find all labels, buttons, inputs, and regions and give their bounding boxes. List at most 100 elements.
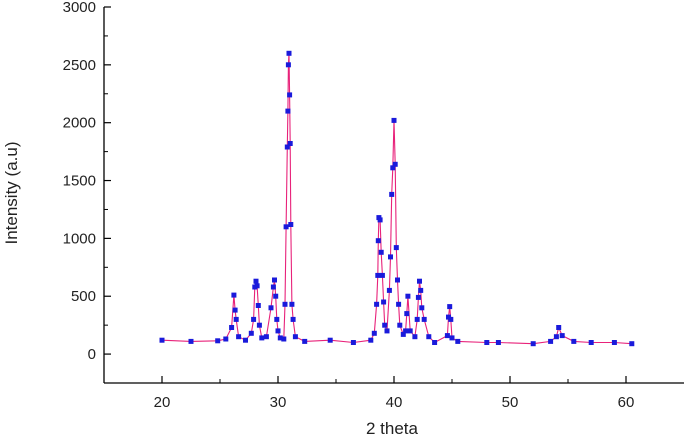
data-point	[272, 277, 277, 283]
y-tick-label: 3000	[63, 0, 96, 16]
data-point	[259, 335, 265, 341]
data-point	[449, 335, 455, 341]
data-point	[377, 217, 383, 223]
data-point	[559, 333, 565, 339]
data-point	[281, 336, 287, 342]
data-point	[285, 108, 291, 114]
data-point	[378, 249, 384, 255]
data-point	[283, 224, 289, 230]
data-point	[484, 340, 490, 345]
data-point	[282, 301, 288, 307]
data-point	[188, 338, 194, 344]
data-point	[389, 191, 395, 197]
data-point	[405, 293, 411, 299]
data-point	[368, 337, 374, 343]
data-point	[611, 340, 617, 345]
data-point	[233, 316, 239, 322]
data-point	[556, 325, 562, 330]
y-tick-label: 2000	[63, 115, 96, 132]
data-point	[277, 335, 283, 341]
data-point	[251, 316, 257, 322]
data-point	[448, 316, 454, 322]
data-point	[447, 304, 453, 310]
x-tick-label: 40	[386, 394, 403, 411]
data-point	[256, 322, 262, 328]
data-point	[396, 301, 402, 307]
x-tick-label: 30	[270, 394, 287, 411]
y-tick-label: 1000	[63, 230, 96, 247]
data-point	[588, 340, 594, 345]
data-point	[289, 301, 295, 307]
data-point	[382, 322, 388, 328]
data-point	[392, 161, 398, 167]
data-point	[255, 303, 261, 308]
x-tick-label: 60	[618, 394, 635, 411]
x-tick-label: 20	[154, 394, 171, 411]
data-point	[287, 141, 293, 146]
x-axis-ticks: 20 30 40 50 60	[154, 376, 635, 411]
y-tick-label: 2500	[63, 57, 96, 74]
data-point	[270, 284, 276, 290]
data-point	[274, 316, 280, 322]
x-axis-title: 2 theta	[366, 419, 419, 438]
data-point	[426, 334, 432, 340]
data-point	[375, 238, 381, 244]
data-point	[254, 283, 260, 289]
data-point	[419, 305, 425, 311]
data-point	[418, 287, 424, 293]
data-point	[248, 330, 254, 336]
data-point	[243, 337, 248, 343]
data-point	[393, 245, 399, 251]
data-point	[290, 316, 296, 322]
data-point	[432, 340, 438, 345]
y-tick-label: 0	[88, 346, 96, 363]
data-point	[236, 334, 242, 340]
data-point	[374, 301, 380, 307]
data-point	[403, 328, 409, 334]
data-point	[263, 334, 269, 340]
data-point	[287, 92, 293, 98]
data-point	[284, 144, 290, 150]
data-point	[302, 338, 308, 344]
data-point	[412, 334, 418, 340]
data-point	[286, 50, 292, 56]
data-point	[553, 334, 559, 340]
data-point	[327, 337, 333, 343]
data-point	[415, 294, 421, 300]
data-point	[288, 222, 294, 227]
data-point	[530, 341, 536, 347]
data-point	[548, 338, 554, 344]
data-point	[395, 277, 400, 283]
data-point	[381, 299, 387, 305]
data-point	[400, 331, 406, 337]
data-point	[273, 293, 279, 299]
y-axis-ticks: 0 500 1000 1500 2000 2500 3000	[63, 0, 111, 363]
series-line	[161, 53, 632, 345]
data-point	[629, 341, 635, 347]
data-point	[275, 328, 281, 334]
data-point	[371, 330, 377, 336]
data-point	[215, 338, 221, 344]
data-point	[386, 287, 392, 293]
data-point	[350, 340, 356, 345]
data-point	[414, 316, 420, 322]
data-point	[231, 292, 237, 298]
data-point	[391, 117, 397, 123]
data-point	[407, 328, 413, 334]
data-point	[253, 278, 259, 284]
data-point	[285, 62, 291, 68]
y-tick-label: 1500	[63, 173, 96, 190]
x-tick-label: 50	[502, 394, 519, 411]
data-point	[375, 272, 381, 278]
data-point	[444, 333, 450, 339]
data-point	[232, 307, 238, 313]
data-point	[455, 338, 461, 344]
data-point	[397, 322, 403, 328]
series-layer	[159, 50, 635, 347]
data-point	[404, 311, 410, 317]
data-point	[292, 334, 298, 340]
data-point	[571, 338, 577, 344]
data-point	[229, 325, 235, 330]
data-point	[379, 272, 385, 278]
data-point	[384, 328, 390, 334]
